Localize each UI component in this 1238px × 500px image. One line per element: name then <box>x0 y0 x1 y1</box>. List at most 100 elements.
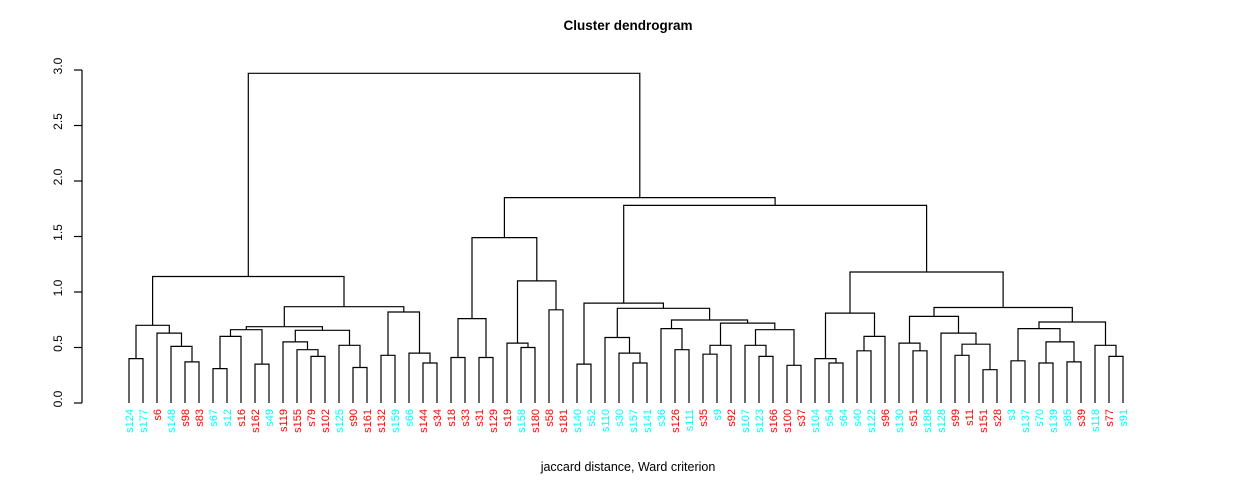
leaf-label-s6: s6 <box>152 409 164 421</box>
merge-bracket <box>1108 355 1124 403</box>
leaf-label-s67: s67 <box>208 409 220 427</box>
leaf-label-s111: s111 <box>684 409 696 431</box>
merge-bracket <box>408 352 431 403</box>
merge-bracket <box>828 362 844 403</box>
y-axis-tick-label: 2.5 <box>51 113 65 130</box>
leaf-label-s83: s83 <box>194 409 206 427</box>
merge-bracket <box>219 335 242 403</box>
merge-bracket <box>758 355 774 403</box>
dendrogram-tree <box>128 72 1124 403</box>
merge-bracket <box>184 361 200 403</box>
leaf-label-s126: s126 <box>670 409 682 433</box>
merge-bracket <box>912 350 928 403</box>
leaf-label-s137: s137 <box>1020 409 1032 433</box>
leaf-label-s34: s34 <box>432 409 444 427</box>
chart-title: Cluster dendrogram <box>563 18 692 33</box>
merge-bracket <box>618 352 641 403</box>
leaf-label-s92: s92 <box>726 409 738 427</box>
merge-bracket <box>940 332 977 403</box>
merge-bracket <box>744 344 767 403</box>
y-axis-tick-label: 0.0 <box>51 390 65 407</box>
leaf-label-s139: s139 <box>1048 409 1060 433</box>
merge-bracket <box>152 275 345 326</box>
leaf-label-s99: s99 <box>950 409 962 427</box>
leaf-label-s188: s188 <box>922 409 934 433</box>
leaf-label-s125: s125 <box>334 409 346 433</box>
merge-bracket <box>548 309 564 403</box>
merge-bracket <box>254 363 270 403</box>
y-axis-tick-label: 0.5 <box>51 335 65 352</box>
merge-bracket <box>961 343 991 370</box>
leaf-label-s181: s181 <box>558 409 570 433</box>
leaf-label-s177: s177 <box>138 409 150 433</box>
leaf-labels: s124 s177 s6 s148 s98 s83 s67 s12 s16 s162 s49 s119… <box>124 409 1130 433</box>
leaf-label-s37: s37 <box>796 409 808 427</box>
merge-bracket <box>506 342 529 403</box>
merge-bracket <box>283 306 405 327</box>
leaf-label-s52: s52 <box>586 409 598 427</box>
merge-bracket <box>786 364 802 403</box>
merge-bracket <box>623 204 928 304</box>
leaf-label-s159: s159 <box>390 409 402 433</box>
leaf-label-s148: s148 <box>166 409 178 433</box>
leaf-label-s104: s104 <box>810 409 822 433</box>
leaf-label-s180: s180 <box>530 409 542 433</box>
leaf-label-s110: s110 <box>600 409 612 432</box>
merge-bracket <box>170 345 193 403</box>
leaf-label-s9: s9 <box>712 409 724 421</box>
leaf-label-s141: s141 <box>642 409 654 433</box>
y-axis-tick-label: 1.5 <box>51 224 65 241</box>
leaf-label-s19: s19 <box>502 409 514 427</box>
leaf-label-s107: s107 <box>740 409 752 433</box>
y-axis-tick-label: 2.0 <box>51 168 65 185</box>
merge-bracket <box>282 341 309 403</box>
leaf-label-s51: s51 <box>908 409 920 427</box>
merge-bracket <box>908 315 960 344</box>
leaf-label-s157: s157 <box>628 409 640 433</box>
leaf-label-s91: s91 <box>1118 409 1130 427</box>
merge-bracket <box>754 329 795 366</box>
merge-bracket <box>863 335 886 403</box>
merge-bracket <box>674 349 690 403</box>
leaf-label-s132: s132 <box>376 409 388 433</box>
merge-bracket <box>471 237 538 319</box>
leaf-label-s158: s158 <box>516 409 528 433</box>
merge-bracket <box>380 354 396 403</box>
leaf-label-s64: s64 <box>838 409 850 427</box>
leaf-label-s35: s35 <box>698 409 710 427</box>
leaf-label-s36: s36 <box>656 409 668 427</box>
leaf-label-s98: s98 <box>180 409 192 427</box>
leaf-label-s123: s123 <box>754 409 766 433</box>
merge-bracket <box>660 328 683 403</box>
merge-bracket <box>516 280 557 344</box>
merge-bracket <box>352 366 368 403</box>
leaf-label-s122: s122 <box>866 409 878 433</box>
leaf-label-s49: s49 <box>264 409 276 427</box>
merge-bracket <box>310 355 326 403</box>
leaf-label-s33: s33 <box>460 409 472 427</box>
merge-bracket <box>229 329 263 365</box>
merge-bracket <box>814 358 837 403</box>
leaf-label-s162: s162 <box>250 409 262 433</box>
leaf-label-s85: s85 <box>1062 409 1074 427</box>
merge-bracket <box>156 332 183 403</box>
leaf-label-s3: s3 <box>1006 409 1018 421</box>
merge-bracket <box>933 306 1073 322</box>
merge-bracket <box>294 329 351 346</box>
leaf-label-s124: s124 <box>124 409 136 433</box>
merge-bracket <box>503 197 776 238</box>
leaf-label-s100: s100 <box>782 409 794 433</box>
x-axis-caption: jaccard distance, Ward criterion <box>540 460 716 474</box>
leaf-label-s28: s28 <box>992 409 1004 427</box>
merge-bracket <box>1038 362 1054 403</box>
merge-bracket <box>616 307 711 338</box>
merge-bracket <box>604 336 631 403</box>
leaf-label-s70: s70 <box>1034 409 1046 427</box>
merge-bracket <box>954 354 970 403</box>
leaf-label-s118: s118 <box>1090 409 1102 432</box>
leaf-label-s12: s12 <box>222 409 234 427</box>
leaf-label-s39: s39 <box>1076 409 1088 427</box>
leaf-label-s96: s96 <box>880 409 892 427</box>
leaf-label-s119: s119 <box>278 409 290 432</box>
